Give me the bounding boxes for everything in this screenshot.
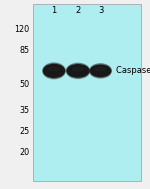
Ellipse shape [90, 64, 111, 78]
Ellipse shape [66, 63, 90, 78]
Text: 2: 2 [75, 6, 81, 15]
Text: 120: 120 [14, 25, 29, 34]
Ellipse shape [44, 64, 64, 77]
Text: 1: 1 [51, 6, 57, 15]
Ellipse shape [49, 67, 59, 71]
Ellipse shape [95, 67, 106, 71]
Ellipse shape [67, 65, 89, 77]
Text: 50: 50 [19, 80, 29, 89]
Text: 85: 85 [19, 46, 29, 55]
Text: 3: 3 [98, 6, 103, 15]
FancyBboxPatch shape [33, 4, 141, 181]
Text: 35: 35 [19, 106, 29, 115]
Text: 25: 25 [19, 127, 29, 136]
Text: Caspase 10: Caspase 10 [116, 66, 150, 75]
Ellipse shape [43, 63, 65, 79]
Ellipse shape [73, 67, 83, 71]
Text: 20: 20 [19, 148, 29, 157]
Ellipse shape [90, 65, 111, 77]
